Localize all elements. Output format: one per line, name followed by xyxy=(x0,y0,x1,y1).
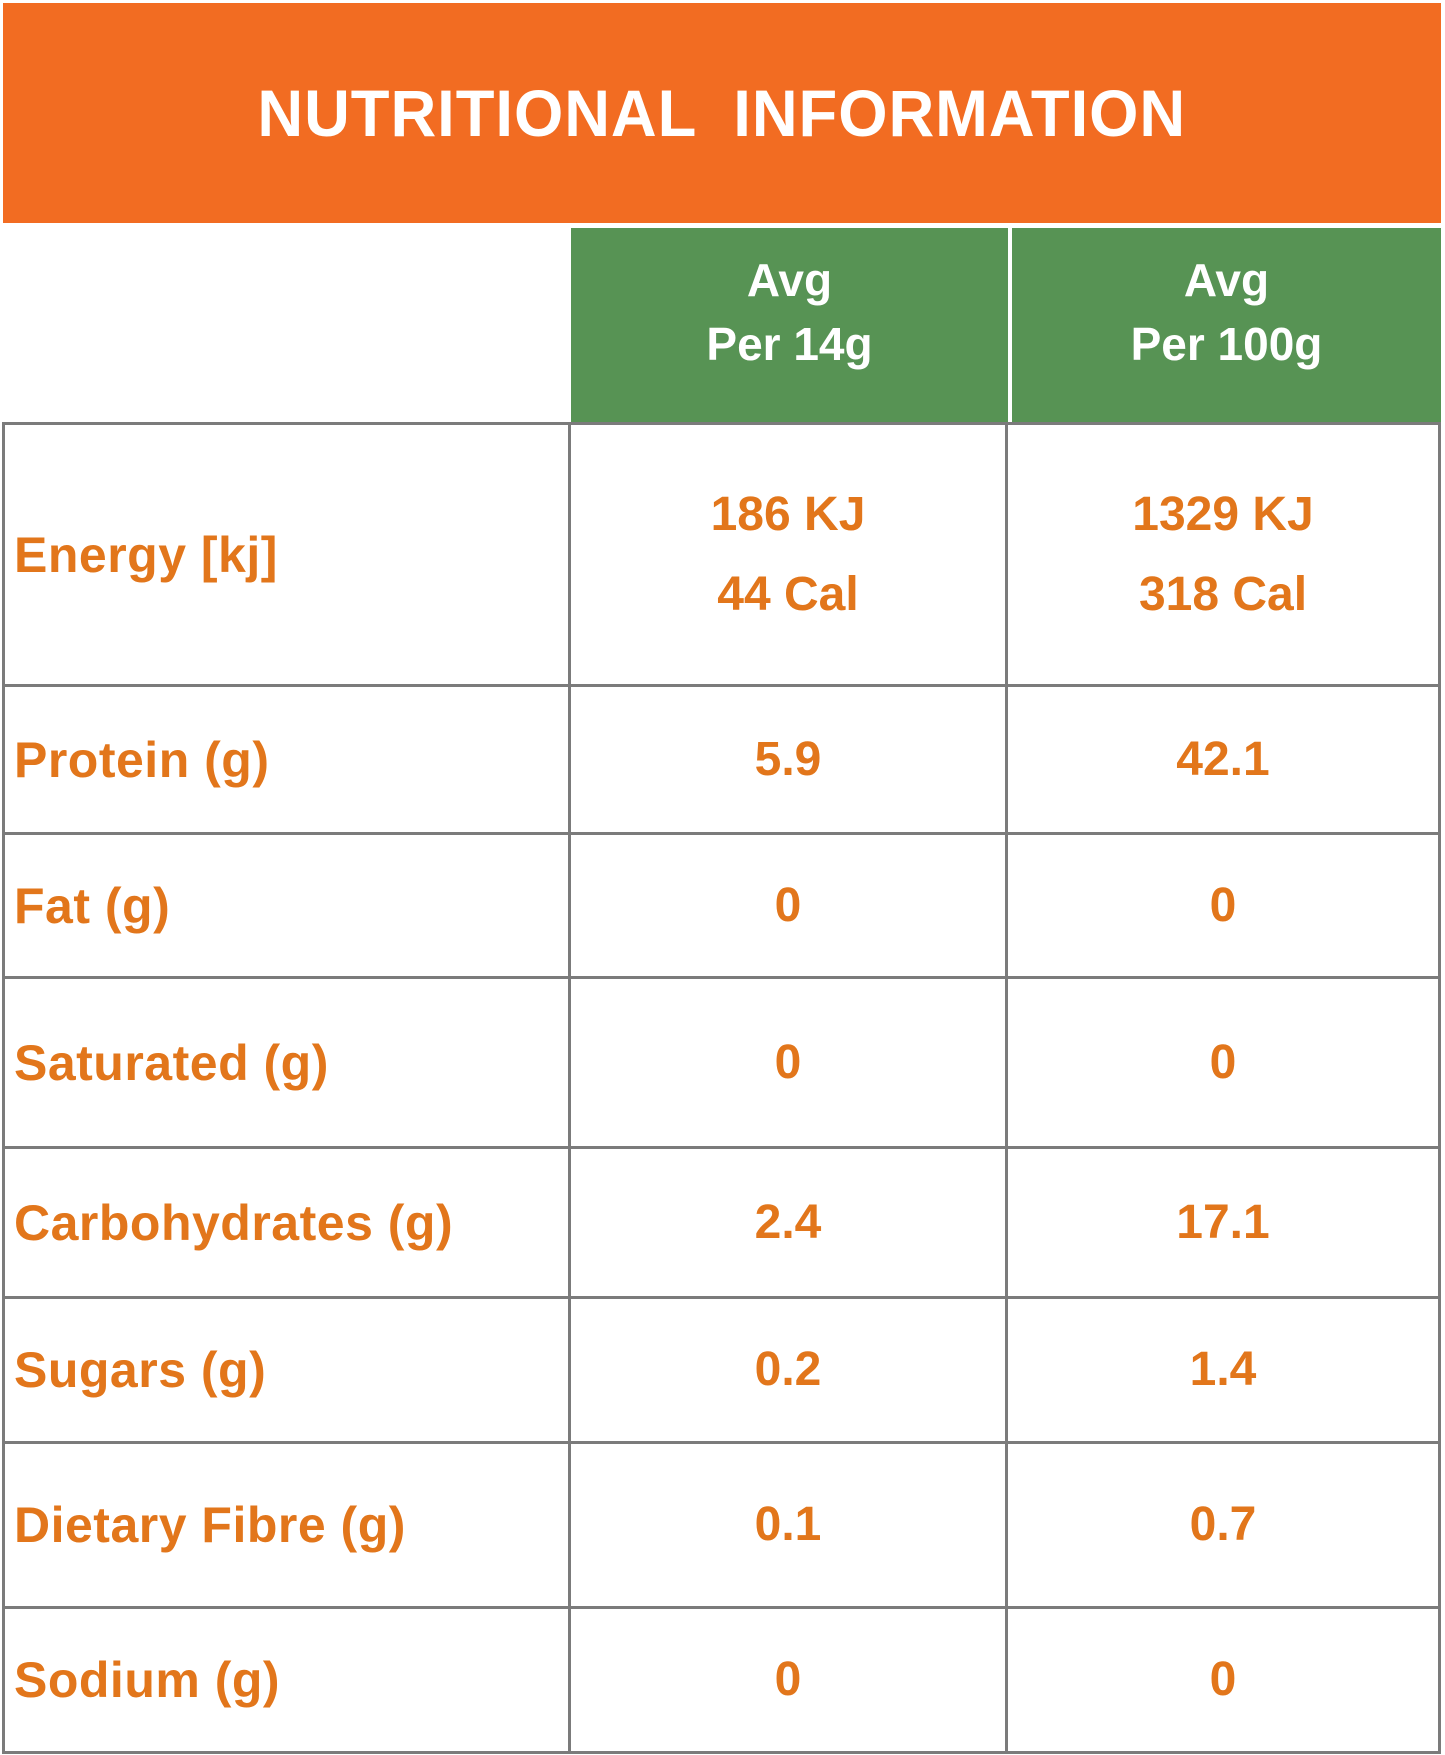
row-label-dietary-fibre: Dietary Fibre (g) xyxy=(2,1444,571,1609)
value-protein-per-14g: 5.9 xyxy=(571,687,1008,835)
value-energy-per-14g: 186 KJ 44 Cal xyxy=(571,422,1008,687)
row-label-protein: Protein (g) xyxy=(2,687,571,835)
nutrition-table: Avg Per 14g Avg Per 100g Energy [kj] 186… xyxy=(2,228,1441,1754)
value-energy-per-100g: 1329 KJ 318 Cal xyxy=(1008,422,1441,687)
value-line: 1329 KJ xyxy=(1132,487,1314,541)
value-sodium-per-100g: 0 xyxy=(1008,1609,1441,1754)
value-fat-per-100g: 0 xyxy=(1008,835,1441,979)
title-banner: NUTRITIONAL INFORMATION xyxy=(3,3,1441,223)
value-sugars-per-100g: 1.4 xyxy=(1008,1299,1441,1444)
row-label-sodium: Sodium (g) xyxy=(2,1609,571,1754)
value-saturated-per-100g: 0 xyxy=(1008,979,1441,1149)
row-label-sugars: Sugars (g) xyxy=(2,1299,571,1444)
row-label-carbohydrates: Carbohydrates (g) xyxy=(2,1149,571,1299)
page-title: NUTRITIONAL INFORMATION xyxy=(257,76,1187,150)
value-line: 318 Cal xyxy=(1138,567,1308,621)
column-header-line: Avg xyxy=(1183,254,1270,306)
value-line: 186 KJ xyxy=(710,487,866,541)
value-carbohydrates-per-100g: 17.1 xyxy=(1008,1149,1441,1299)
row-label-saturated: Saturated (g) xyxy=(2,979,571,1149)
value-sugars-per-14g: 0.2 xyxy=(571,1299,1008,1444)
row-label-energy: Energy [kj] xyxy=(2,422,571,687)
column-header-line: Per 100g xyxy=(1130,318,1323,370)
value-saturated-per-14g: 0 xyxy=(571,979,1008,1149)
value-line: 44 Cal xyxy=(717,567,859,621)
value-protein-per-100g: 42.1 xyxy=(1008,687,1441,835)
header-empty-cell xyxy=(2,228,571,422)
column-header-avg-per-100g: Avg Per 100g xyxy=(1008,228,1441,422)
value-sodium-per-14g: 0 xyxy=(571,1609,1008,1754)
value-fat-per-14g: 0 xyxy=(571,835,1008,979)
column-header-avg-per-14g: Avg Per 14g xyxy=(571,228,1008,422)
column-header-line: Per 14g xyxy=(706,318,873,370)
value-dietary-fibre-per-100g: 0.7 xyxy=(1008,1444,1441,1609)
value-dietary-fibre-per-14g: 0.1 xyxy=(571,1444,1008,1609)
row-label-fat: Fat (g) xyxy=(2,835,571,979)
value-carbohydrates-per-14g: 2.4 xyxy=(571,1149,1008,1299)
column-header-line: Avg xyxy=(746,254,833,306)
